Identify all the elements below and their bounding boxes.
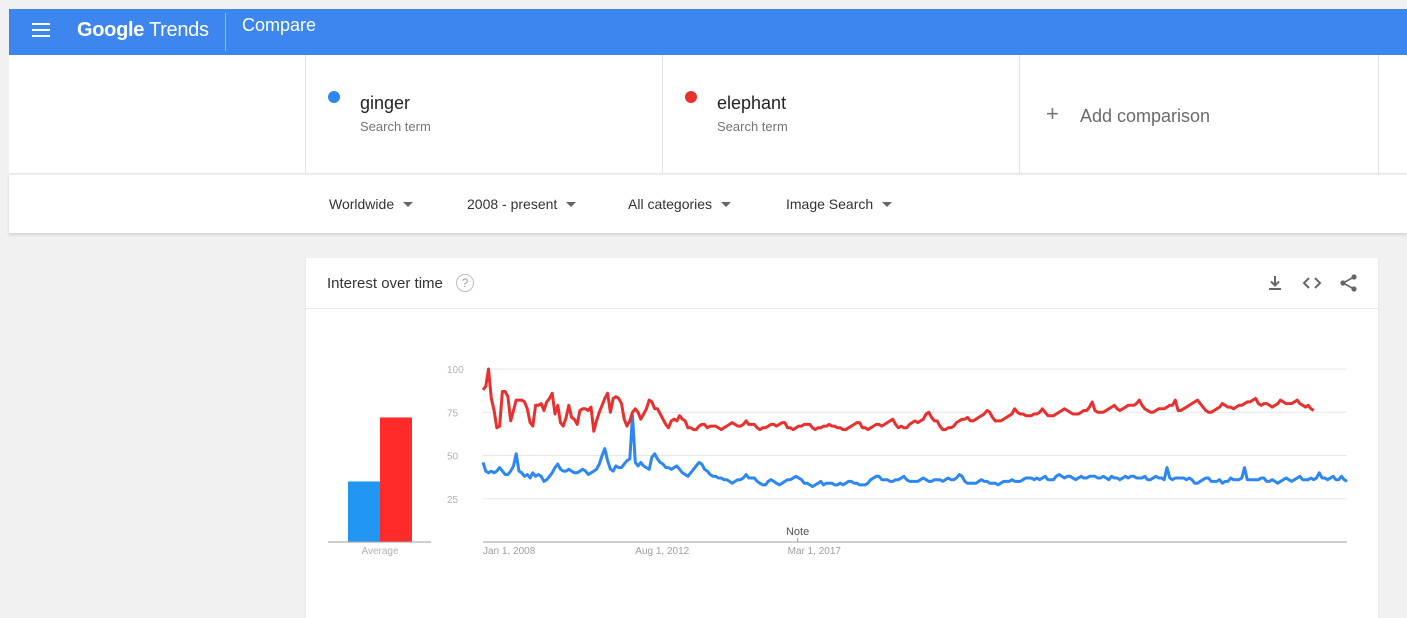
page-title: Compare bbox=[242, 15, 317, 35]
interest-over-time-chart: Average 100 75 50 25 Jan 1, 2008 Aug 1, 2012… bbox=[328, 365, 1348, 557]
term-name[interactable]: ginger bbox=[360, 93, 411, 113]
y-tick-label: 75 bbox=[447, 408, 459, 419]
term-type-label: Search term bbox=[360, 119, 431, 134]
average-bar-elephant bbox=[380, 417, 412, 542]
average-bars: Average bbox=[328, 417, 431, 557]
menu-icon[interactable] bbox=[32, 23, 50, 37]
google-trends-logo[interactable]: Google Trends bbox=[77, 19, 209, 41]
search-property-filter[interactable]: Image Search bbox=[786, 196, 893, 212]
add-comparison-label: Add comparison bbox=[1080, 106, 1211, 126]
series-line-elephant bbox=[481, 367, 1315, 433]
x-tick-label: Mar 1, 2017 bbox=[788, 546, 842, 557]
add-comparison-button[interactable]: + Add comparison bbox=[1019, 55, 1379, 174]
dropdown-caret-icon bbox=[882, 202, 893, 207]
dropdown-caret-icon bbox=[721, 202, 732, 207]
chart-grid: 100 75 50 25 bbox=[447, 365, 1347, 543]
time-range-filter[interactable]: 2008 - present bbox=[467, 196, 577, 212]
app-header: Google Trends Compare bbox=[9, 9, 1407, 55]
y-tick-label: 50 bbox=[447, 452, 459, 463]
term-color-dot bbox=[685, 91, 697, 103]
term-color-dot bbox=[328, 91, 340, 103]
dropdown-caret-icon bbox=[566, 202, 577, 207]
interest-over-time-card: Interest over time ? Average 100 75 50 25 J… bbox=[306, 258, 1378, 618]
x-tick-label: Jan 1, 2008 bbox=[483, 546, 536, 557]
note-label: Note bbox=[786, 526, 809, 538]
search-term-card-elephant[interactable]: elephant Search term bbox=[662, 55, 1019, 174]
average-bar-ginger bbox=[348, 481, 380, 542]
search-property-filter-label: Image Search bbox=[786, 196, 874, 212]
region-filter[interactable]: Worldwide bbox=[329, 196, 414, 212]
time-range-filter-label: 2008 - present bbox=[467, 196, 558, 212]
y-tick-label: 100 bbox=[447, 365, 464, 376]
average-label: Average bbox=[361, 546, 399, 557]
plus-icon: + bbox=[1046, 101, 1059, 126]
series-line-ginger bbox=[481, 414, 1348, 489]
category-filter[interactable]: All categories bbox=[628, 196, 732, 212]
help-icon[interactable]: ? bbox=[456, 274, 474, 292]
category-filter-label: All categories bbox=[628, 196, 713, 212]
download-icon[interactable] bbox=[1264, 272, 1286, 294]
chart-series bbox=[481, 367, 1348, 489]
x-axis-labels: Jan 1, 2008 Aug 1, 2012 Mar 1, 2017 Note bbox=[483, 526, 841, 557]
header-divider bbox=[225, 13, 226, 51]
card-header: Interest over time ? bbox=[306, 258, 1378, 309]
x-tick-label: Aug 1, 2012 bbox=[635, 546, 689, 557]
search-term-card-ginger[interactable]: ginger Search term bbox=[305, 55, 662, 174]
share-icon[interactable] bbox=[1338, 272, 1360, 294]
filter-bar: Worldwide 2008 - present All categories … bbox=[9, 175, 1407, 233]
term-type-label: Search term bbox=[717, 119, 788, 134]
embed-icon[interactable] bbox=[1301, 272, 1323, 294]
dropdown-caret-icon bbox=[403, 202, 414, 207]
term-name[interactable]: elephant bbox=[717, 93, 787, 113]
region-filter-label: Worldwide bbox=[329, 196, 395, 212]
comparison-panel: ginger Search term elephant Search term … bbox=[9, 55, 1407, 174]
card-title: Interest over time bbox=[327, 275, 443, 292]
y-tick-label: 25 bbox=[447, 495, 459, 506]
